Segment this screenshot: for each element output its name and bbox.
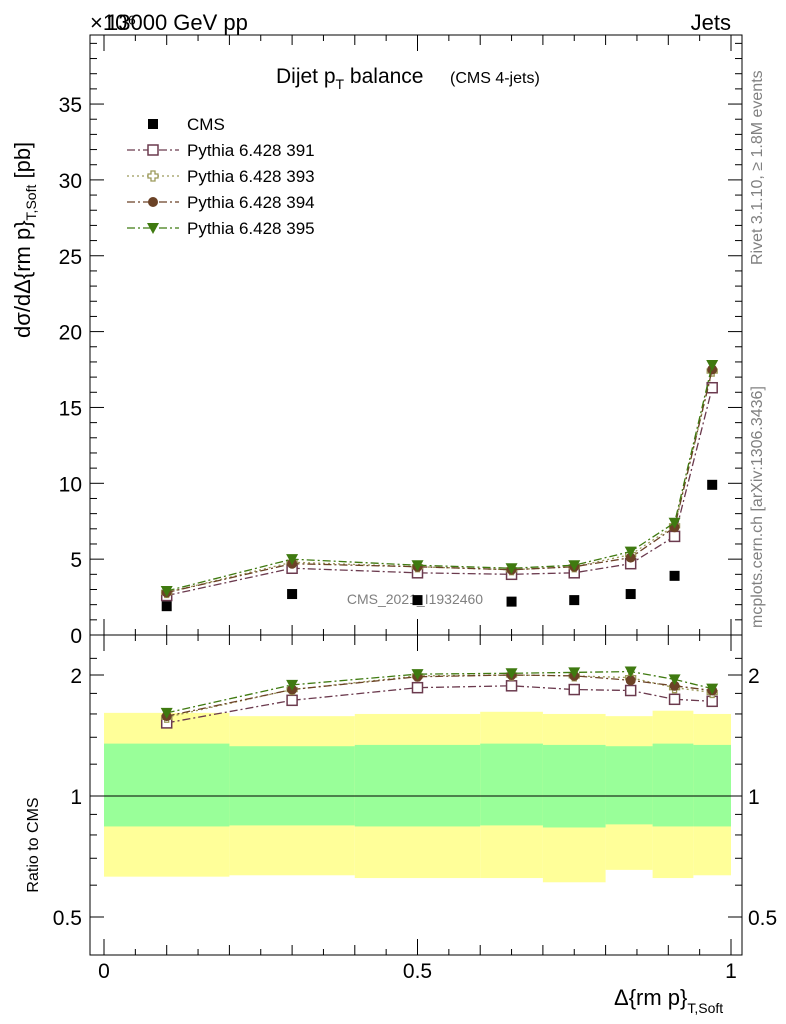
series-pythia-6-428-394-point [625,552,636,563]
series-pythia-6-428-391-point [568,683,580,696]
ratio-band-green [354,744,481,827]
series-pythia-6-428-391-line [166,685,713,724]
series-pythia-6-428-393-line [166,674,713,718]
y-tick-label-ratio-right: 0.5 [748,907,777,930]
chart-title-main: Dijet p [276,65,336,88]
series-pythia-6-428-395-point [706,359,719,371]
legend-pythia-6-428-391-label: Pythia 6.428 391 [187,141,315,160]
y-tick-label-main: 0 [70,625,82,648]
legend-pythia-6-428-395-marker [147,223,159,234]
y-axis-label-main-text: dσ/dΔ{rm p} [10,220,35,338]
legend-cms-label: CMS [187,115,225,134]
legend-pythia-6-428-395-label: Pythia 6.428 395 [187,219,315,238]
exponent-label: ×10⁶ [90,10,136,35]
y-tick-label-main: 10 [59,473,82,496]
legend: CMS Pythia 6.428 391 Pythia 6.428 393 Pythi… [127,115,315,238]
series-pythia-6-428-395-point [706,683,719,695]
series-cms-point [625,589,636,600]
x-axis-label-sub: T,Soft [687,1000,723,1016]
series-pythia-6-428-395-point [668,674,681,686]
legend-pythia-6-428-393-marker [147,170,159,182]
series-pythia-6-428-394-line [166,369,713,594]
y-tick-label-main: 20 [59,322,82,345]
series-pythia-6-428-395-line [166,364,713,592]
chart-title: Dijet pT balance [276,65,424,92]
series-cms-point [287,589,298,600]
mcplots-label: mcplots.cern.ch [arXiv:1306.3436] [749,386,766,628]
y-tick-label-main: 25 [59,246,82,269]
series-pythia-6-428-395-point [505,668,518,680]
chart-subtitle: (CMS 4-jets) [450,70,540,87]
y-axis-label-ratio: Ratio to CMS [25,797,42,892]
x-tick-label: 0.5 [403,960,432,983]
series-pythia-6-428-395-point [568,560,581,572]
y-tick-label-ratio: 2 [70,665,82,688]
y-axis-label-main: dσ/dΔ{rm p}T,Soft [pb] [10,142,39,338]
ratio-band-green [229,746,355,826]
ratio-band-green [605,746,653,825]
series-cms-point [669,570,680,581]
chart-title-sub: T [336,76,345,92]
series-pythia-6-428-395-point [624,546,637,558]
series-pythia-6-428-391-point [668,530,681,543]
series-pythia-6-428-395-point [160,707,173,719]
series-pythia-6-428-395-line [166,670,713,714]
series-cms-point [161,601,172,612]
chart-title-tail: balance [344,65,423,88]
series-pythia-6-428-391-point [624,684,637,697]
series-pythia-6-428-391-point [505,680,518,692]
y-tick-label-main: 35 [59,94,82,117]
legend-pythia-6-428-393-label: Pythia 6.428 393 [187,167,315,186]
legend-pythia-6-428-391-marker [147,144,159,156]
series-pythia-6-428-395-point [411,560,424,572]
y-tick-label-main: 30 [59,170,82,193]
ratio-band-green [104,743,230,827]
main-panel: 0 5 10 15 20 25 30 35 [59,34,743,648]
series-cms-point [569,595,580,606]
ratio-band-green [693,744,731,827]
series-pythia-6-428-391-point [668,693,681,706]
series-cms-point [506,596,517,607]
series-cms-point [412,595,423,606]
energy-label: 13000 GeV pp [106,10,248,35]
x-axis-label: Δ{rm p}T,Soft [614,985,723,1016]
y-tick-label-ratio: 0.5 [53,907,82,930]
ratio-panel: 0 0.5 1 0.5 0.5 1 1 2 2 [53,634,777,983]
series-pythia-6-428-395-point [286,679,299,691]
legend-pythia-6-428-394-label: Pythia 6.428 394 [187,193,315,212]
series-pythia-6-428-395-point [505,563,518,575]
y-tick-label-main: 5 [70,549,82,572]
y-tick-label-ratio: 1 [70,786,82,809]
series-cms-point [707,479,718,490]
ratio-frame [89,634,743,956]
series-pythia-6-428-391-line [166,387,713,597]
ratio-band-green [480,743,543,826]
y-axis-label-main-sub: T,Soft [23,185,39,221]
legend-cms-marker [148,119,158,129]
series-pythia-6-428-395-point [668,517,681,529]
y-tick-label-ratio-right: 1 [748,786,760,809]
ratio-band-green [542,744,606,828]
series-pythia-6-428-395-point [286,554,299,566]
x-tick-label: 1 [725,960,737,983]
x-tick-label: 0 [98,960,110,983]
series-pythia-6-428-395-point [411,669,424,681]
x-axis-label-text: Δ{rm p} [614,985,687,1010]
series-pythia-6-428-391-point [411,681,424,694]
series-pythia-6-428-395-point [160,586,173,598]
y-axis-label-main-unit: [pb] [10,142,35,185]
series-pythia-6-428-391-point [286,694,298,707]
series-pythia-6-428-395-point [568,667,581,679]
y-tick-label-ratio-right: 2 [748,665,760,688]
process-label: Jets [691,10,731,35]
series-pythia-6-428-395-point [624,666,637,678]
rivet-label: Rivet 3.1.10, ≥ 1.8M events [749,70,766,265]
series-pythia-6-428-394-point [625,675,636,686]
y-tick-label-main: 15 [59,397,82,420]
series-pythia-6-428-394-line [166,674,713,717]
ratio-band-green [652,743,694,827]
legend-pythia-6-428-394-marker [148,197,158,207]
series-pythia-6-428-394-point [669,680,680,691]
